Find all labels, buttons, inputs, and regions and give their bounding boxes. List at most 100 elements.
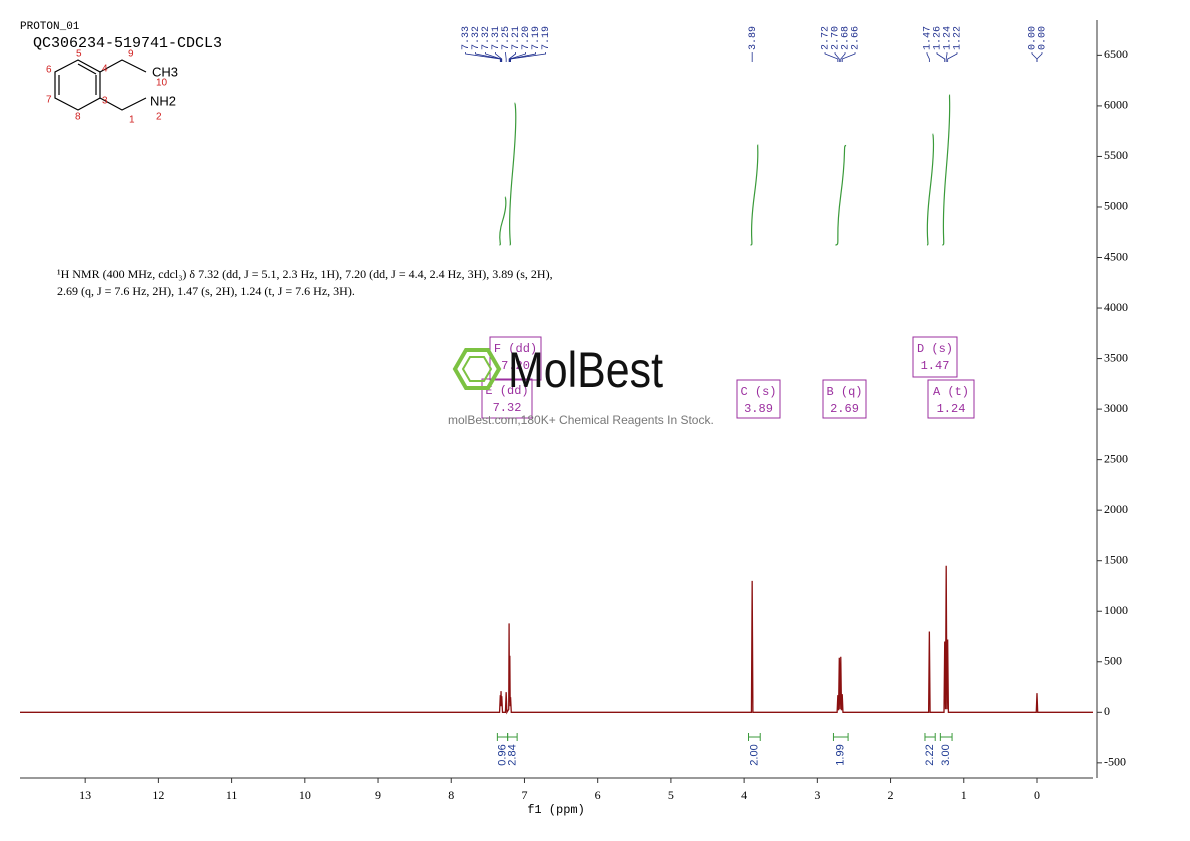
peak-connector <box>509 52 526 62</box>
atom-label: 9 <box>128 49 134 60</box>
peak-label: 7.21 <box>511 26 522 50</box>
x-tick-label: 12 <box>152 788 164 802</box>
integral-curve <box>835 144 847 246</box>
peak-connector <box>508 52 516 62</box>
integral-label: 2.00 <box>748 744 760 765</box>
integral-bracket <box>496 733 509 741</box>
peak-connector <box>505 52 507 62</box>
description: 2.69 (q, J = 7.6 Hz, 2H), 1.47 (s, 2H), … <box>57 284 355 298</box>
peak-label: 1.22 <box>953 26 964 50</box>
multiplet-box <box>481 378 533 419</box>
logo-icon <box>461 356 493 382</box>
peak-label: 2.70 <box>831 26 842 50</box>
watermark-text: molBest.com,180K+ Chemical Reagents In S… <box>448 413 714 427</box>
multiplet-label: C (s) <box>740 385 776 399</box>
peak-label: 7.32 <box>481 26 492 50</box>
multiplet-box <box>912 336 958 378</box>
integral-label: 2.22 <box>924 744 936 765</box>
spectrum <box>20 565 1093 715</box>
atom-labels: 5 4 9 6 10 7 3 8 1 2 <box>46 49 168 126</box>
peak-label: 0.00 <box>1038 26 1049 50</box>
x-tick-label: 8 <box>448 788 454 802</box>
bond <box>99 59 147 73</box>
integral-curve <box>750 144 759 246</box>
x-tick-label: 5 <box>668 788 674 802</box>
integral-curve <box>926 133 935 246</box>
ring <box>54 59 101 111</box>
multiplet-box <box>927 379 975 419</box>
multiplet-shift: 7.20 <box>501 359 530 373</box>
integral-bracket <box>939 733 953 741</box>
multiplet-shift: 3.89 <box>744 402 773 416</box>
x-tick-label: 6 <box>595 788 601 802</box>
integral-label: 1.99 <box>835 744 847 765</box>
peak-label: 7.31 <box>491 26 502 50</box>
integral-bracket <box>924 733 936 741</box>
peak-label: 2.66 <box>851 26 862 50</box>
integral-bracket <box>832 733 849 741</box>
x-tick-label: 7 <box>521 788 527 802</box>
peak-connector <box>841 52 856 62</box>
peak-connector <box>485 52 502 62</box>
plot: 13 12 11 10 9 8 7 6 5 4 3 2 1 0f1 (ppm)-5000500100015… <box>20 20 1128 817</box>
x-tick-label: 9 <box>375 788 381 802</box>
multiplet-shift: 1.47 <box>921 359 950 373</box>
multiplet-label: F (dd) <box>494 342 537 356</box>
x-tick-label: 2 <box>888 788 894 802</box>
multiplet-box <box>822 379 867 419</box>
atom-label: 7 <box>46 95 52 106</box>
x-tick-label: 13 <box>79 788 91 802</box>
y-tick-label: 6000 <box>1104 98 1128 112</box>
watermark-logo: MolBest <box>508 342 663 398</box>
y-tick-label: 4500 <box>1104 249 1128 263</box>
atom-label: 10 <box>156 78 168 89</box>
group-label: CH3 <box>152 64 178 79</box>
peak-label: 7.25 <box>501 26 512 50</box>
y-tick-label: 6500 <box>1104 47 1128 61</box>
peak-connector <box>824 52 839 62</box>
y-tick-label: 1000 <box>1104 603 1128 617</box>
multiplet-shift: 2.69 <box>830 402 859 416</box>
peak-label: 7.19 <box>541 26 552 50</box>
peak-label: 2.72 <box>821 26 832 50</box>
integral-curve <box>499 196 507 246</box>
peak-connector <box>1036 52 1043 62</box>
y-tick-label: 0 <box>1104 704 1110 718</box>
integral-curve <box>509 102 517 246</box>
atom-label: 8 <box>75 112 81 123</box>
multiplet-shift: 1.24 <box>937 402 966 416</box>
atom-label: 5 <box>76 49 82 60</box>
bond <box>99 97 147 111</box>
y-tick-label: -500 <box>1104 755 1126 769</box>
y-tick-label: 4000 <box>1104 300 1128 314</box>
peak-connector <box>465 52 501 62</box>
y-tick-label: 2500 <box>1104 451 1128 465</box>
x-axis-label: f1 (ppm) <box>527 803 585 817</box>
bond <box>77 63 97 75</box>
peak-label: 1.24 <box>943 26 954 50</box>
x-tick-label: 10 <box>299 788 311 802</box>
multiplet-label: B (q) <box>826 385 862 399</box>
y-tick-label: 3500 <box>1104 350 1128 364</box>
y-tick-label: 3000 <box>1104 401 1128 415</box>
peak-connector <box>834 52 840 62</box>
atom-label: 3 <box>102 96 108 107</box>
group-label: NH2 <box>150 93 176 108</box>
x-tick-label: 1 <box>961 788 967 802</box>
peak-label: 7.32 <box>471 26 482 50</box>
integral-curve <box>942 94 951 246</box>
peak-label: 7.33 <box>461 26 472 50</box>
peak-connector <box>945 52 948 62</box>
multiplet-label: E (dd) <box>485 384 528 398</box>
multiplet-label: D (s) <box>917 342 953 356</box>
peak-label: 1.26 <box>933 26 944 50</box>
peak-connector <box>1031 52 1038 62</box>
subtitle: PROTON_01 <box>20 21 80 33</box>
peak-label: 0.00 <box>1028 26 1039 50</box>
peak-label: 3.89 <box>748 26 759 50</box>
logo-icon <box>452 348 502 390</box>
peak-label: 1.47 <box>923 26 934 50</box>
integral-bracket <box>748 733 761 741</box>
